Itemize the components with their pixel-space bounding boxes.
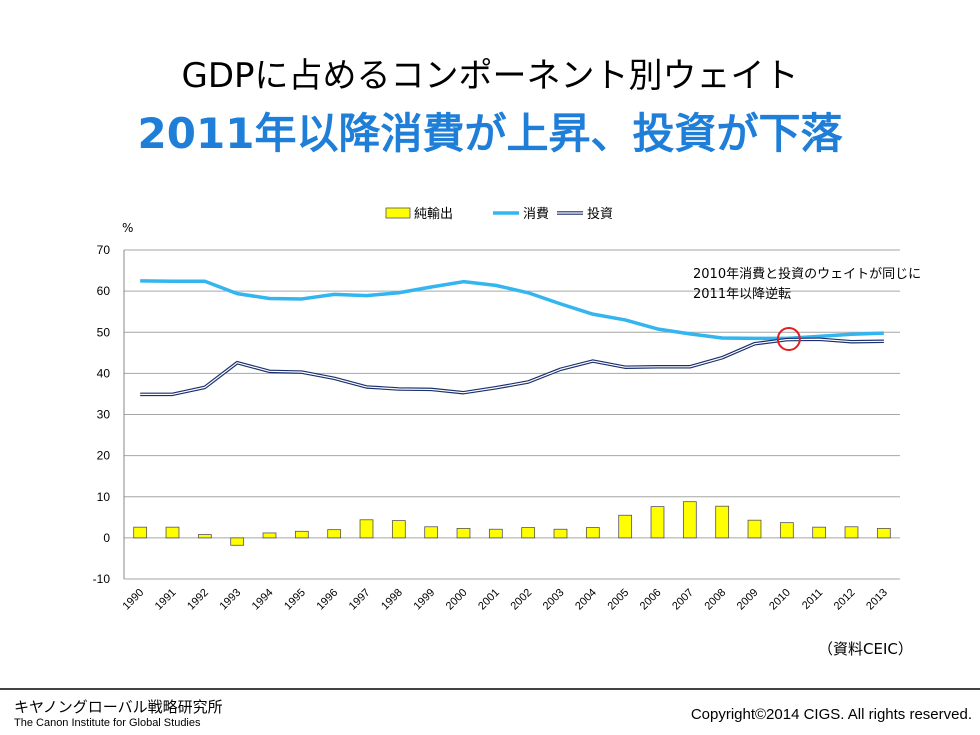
y-tick-label: 40 — [97, 366, 111, 380]
footer-divider — [0, 688, 980, 690]
net-export-bar — [133, 526, 148, 539]
organization-name-jp: キヤノングローバル戦略研究所 — [14, 698, 223, 716]
net-export-bar — [876, 528, 891, 539]
y-tick-label: 10 — [97, 490, 111, 504]
consumption-line — [140, 279, 884, 341]
y-tick-label: 50 — [97, 325, 111, 339]
net-export-bar — [230, 537, 245, 546]
x-tick-label: 1996 — [314, 587, 340, 613]
copyright-notice: Copyright©2014 CIGS. All rights reserved… — [690, 706, 972, 723]
x-tick-label: 2000 — [444, 587, 470, 613]
x-tick-label: 2008 — [702, 587, 728, 613]
legend-label: 消費 — [523, 207, 549, 222]
x-tick-label: 1999 — [411, 587, 437, 613]
x-tick-label: 2004 — [573, 587, 599, 613]
net-export-bar — [327, 529, 342, 539]
annotation-line-1: 2010年消費と投資のウェイトが同じに — [693, 267, 922, 282]
y-tick-label: -10 — [93, 572, 111, 586]
net-export-bar — [391, 520, 406, 539]
x-tick-label: 2007 — [670, 587, 696, 613]
net-export-bar — [715, 505, 730, 539]
organization-name-en: The Canon Institute for Global Studies — [14, 717, 201, 729]
y-tick-label: 70 — [97, 243, 111, 257]
x-tick-label: 1991 — [153, 587, 179, 613]
x-tick-label: 2012 — [832, 587, 858, 613]
x-tick-label: 2009 — [735, 587, 761, 613]
legend-swatch-bar — [385, 207, 411, 219]
net-export-bar — [747, 519, 762, 539]
x-tick-label: 2005 — [605, 587, 631, 613]
y-tick-label: 30 — [97, 408, 111, 422]
x-tick-label: 1994 — [250, 587, 276, 613]
x-tick-label: 1990 — [120, 587, 146, 613]
y-tick-label: 0 — [103, 531, 110, 545]
x-tick-label: 2013 — [864, 587, 890, 613]
x-tick-label: 1998 — [379, 587, 405, 613]
x-tick-label: 1992 — [185, 587, 211, 613]
y-axis-label: % — [122, 221, 133, 235]
net-export-bar — [618, 514, 633, 539]
x-tick-label: 1997 — [347, 587, 373, 613]
x-tick-label: 2011 — [800, 587, 825, 612]
net-export-bar — [650, 506, 665, 539]
slide-subtitle: 2011年以降消費が上昇、投資が下落 — [137, 109, 843, 158]
net-export-bar — [779, 522, 794, 539]
net-export-bar — [294, 530, 309, 539]
net-export-bar — [585, 527, 600, 539]
x-tick-label: 2003 — [541, 587, 567, 613]
annotation-line-2: 2011年以降逆転 — [693, 287, 792, 302]
highlight-circle — [776, 327, 801, 352]
net-export-bar — [262, 532, 277, 539]
x-tick-label: 1993 — [217, 587, 243, 613]
net-export-bar — [359, 519, 374, 539]
data-source: （資料CEIC） — [818, 640, 913, 658]
chart-annotation: 2010年消費と投資のウェイトが同じに 2011年以降逆転 — [693, 265, 921, 305]
x-tick-label: 1995 — [282, 587, 308, 613]
y-tick-label: 60 — [97, 284, 111, 298]
net-export-bar — [521, 527, 536, 539]
legend-label: 投資 — [587, 206, 613, 222]
net-export-bar — [844, 526, 859, 539]
x-tick-label: 2010 — [767, 587, 793, 613]
investment-line — [140, 338, 884, 395]
x-tick-label: 2006 — [638, 587, 664, 613]
net-export-bar — [812, 526, 827, 539]
net-export-bar — [456, 528, 471, 539]
x-tick-label: 2002 — [508, 587, 534, 613]
y-tick-label: 20 — [97, 449, 111, 463]
net-export-bar — [197, 534, 212, 539]
net-export-bar — [682, 501, 697, 539]
legend-label: 純輸出 — [414, 207, 453, 222]
net-export-bar — [553, 528, 568, 539]
slide-title: GDPに占めるコンポーネント別ウェイト — [181, 56, 799, 96]
net-export-bar — [165, 526, 180, 539]
net-export-bar — [424, 526, 439, 539]
net-export-bar — [488, 528, 503, 539]
x-tick-label: 2001 — [476, 587, 502, 613]
